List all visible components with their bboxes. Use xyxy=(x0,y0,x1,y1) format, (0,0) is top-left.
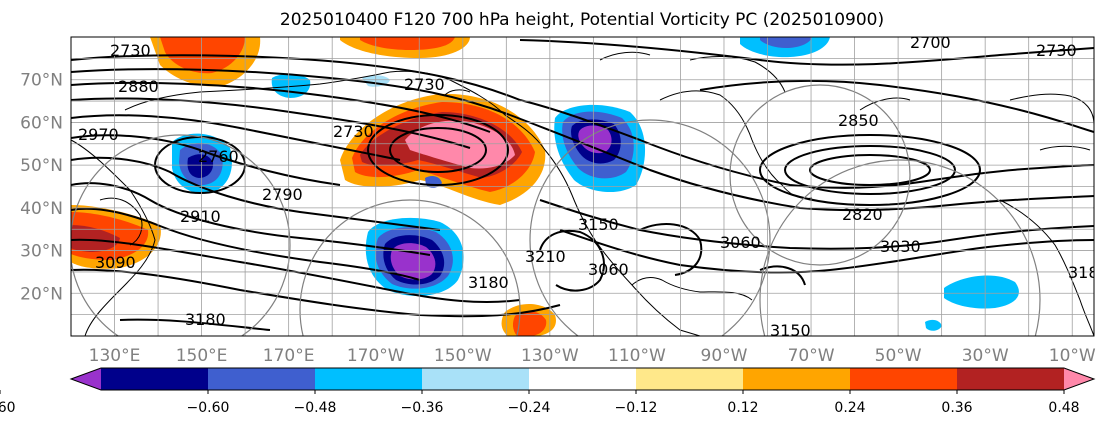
map-frame xyxy=(70,36,1095,337)
longitude-label: 150°E xyxy=(176,346,228,366)
longitude-label: 90°W xyxy=(701,346,748,366)
contour-label: 3150 xyxy=(770,321,811,340)
colorbar-swatch xyxy=(101,368,208,390)
longitude-labels: 130°E 150°E 170°E 170°W 150°W 130°W 110°W 90°W 7… xyxy=(89,346,1096,366)
colorbar-tick-label: −0.12 xyxy=(615,400,658,416)
latitude-label: 60°N xyxy=(20,113,63,133)
contour-label: 2730 xyxy=(110,41,151,60)
figure-title: 2025010400 F120 700 hPa height, Potentia… xyxy=(280,10,884,30)
longitude-label: 10°W xyxy=(1049,346,1096,366)
contour-label: 3180 xyxy=(185,310,226,329)
colorbar-tick-label: 0.48 xyxy=(1048,400,1079,416)
contour-label: 3150 xyxy=(578,215,619,234)
contour-label: 2700 xyxy=(910,33,951,52)
colorbar-swatch xyxy=(850,368,957,390)
contour-label: 3030 xyxy=(880,237,921,256)
contour-label: 2760 xyxy=(198,147,239,166)
contour-label: 2970 xyxy=(78,125,119,144)
latitude-label: 30°N xyxy=(20,242,63,262)
colorbar-swatch xyxy=(422,368,529,390)
contour-label: 3060 xyxy=(720,233,761,252)
longitude-label: 110°W xyxy=(608,346,666,366)
colorbar-swatch xyxy=(315,368,422,390)
colorbar-tick-label: 0.36 xyxy=(941,400,972,416)
contour-label: 2880 xyxy=(118,77,159,96)
map-area: 2730 2880 2970 2760 2730 2910 3090 3180 … xyxy=(71,33,1105,340)
colorbar-tick-label: −0.60 xyxy=(187,400,230,416)
contour-label: 2730 xyxy=(404,75,445,94)
longitude-label: 130°W xyxy=(521,346,579,366)
longitude-label: 130°E xyxy=(89,346,141,366)
contour-label: 2730 xyxy=(1036,41,1077,60)
colorbar-swatch xyxy=(529,368,636,390)
contour-label: 2910 xyxy=(180,207,221,226)
reference-circles xyxy=(71,84,1041,336)
longitude-label: 70°W xyxy=(788,346,835,366)
colorbar xyxy=(69,367,1096,391)
colorbar-tick-labels: −0.60 −0.48 −0.36 −0.24 −0.12 0.12 0.24 0.36 0.4… xyxy=(0,390,1080,416)
colorbar-outline xyxy=(69,367,1096,391)
colorbar-tick-label: 0.12 xyxy=(727,400,758,416)
contour-label: 2730 xyxy=(333,122,374,141)
contour-label: 2820 xyxy=(842,205,883,224)
colorbar-swatch xyxy=(743,368,850,390)
contour-label: 2850 xyxy=(838,111,879,130)
contour-label: 3060 xyxy=(588,260,629,279)
latitude-label: 50°N xyxy=(20,156,63,176)
latitude-labels: 70°N 60°N 50°N 40°N 30°N 20°N xyxy=(20,71,63,305)
longitude-label: 170°W xyxy=(347,346,405,366)
longitude-label: 150°W xyxy=(434,346,492,366)
pv-anomaly-shading xyxy=(71,37,1019,336)
colorbar-swatch xyxy=(71,368,101,390)
height-contours xyxy=(71,39,1094,331)
longitude-label: 170°E xyxy=(263,346,315,366)
contour-label: 3090 xyxy=(95,253,136,272)
latitude-label: 20°N xyxy=(20,284,63,304)
latitude-label: 40°N xyxy=(20,199,63,219)
contour-label: 3210 xyxy=(525,247,566,266)
colorbar-swatch xyxy=(636,368,743,390)
contour-label: 2790 xyxy=(262,185,303,204)
colorbar-tick-label: 0.60 xyxy=(0,400,16,416)
colorbar-tick-label: −0.24 xyxy=(508,400,551,416)
map-gridlines xyxy=(71,37,1094,336)
contour-label: 3180 xyxy=(468,273,509,292)
contour-labels: 2730 2880 2970 2760 2730 2910 3090 3180 … xyxy=(78,33,1105,340)
colorbar-swatch xyxy=(957,368,1064,390)
longitude-label: 30°W xyxy=(962,346,1009,366)
contour-label: 3180 xyxy=(1068,263,1105,282)
colorbar-tick-label: −0.36 xyxy=(401,400,444,416)
colorbar-swatch xyxy=(208,368,315,390)
latitude-label: 70°N xyxy=(20,71,63,91)
longitude-label: 50°W xyxy=(875,346,922,366)
colorbar-swatch xyxy=(1064,368,1094,390)
colorbar-tick-label: 0.24 xyxy=(834,400,865,416)
colorbar-tick-label: −0.48 xyxy=(294,400,337,416)
